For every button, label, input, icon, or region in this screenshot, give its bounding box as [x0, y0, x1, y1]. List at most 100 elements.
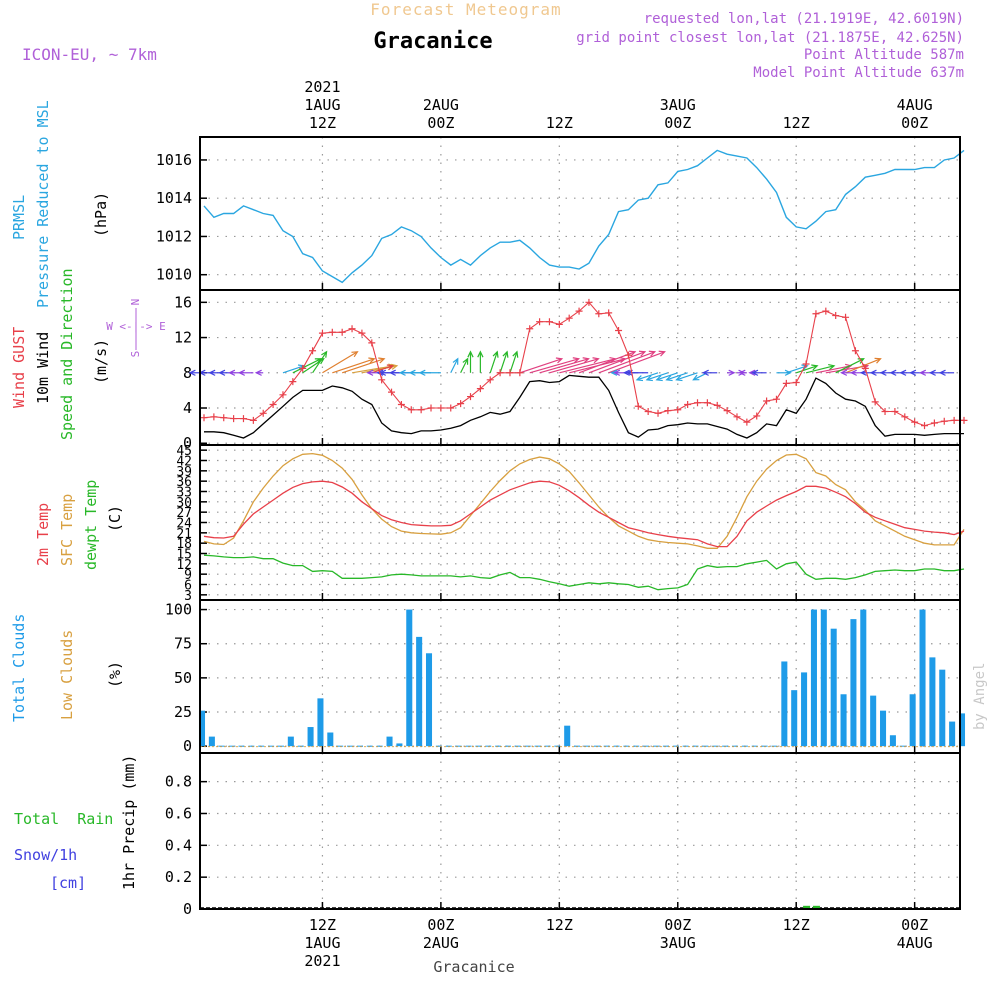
- wind-arrow-head: [477, 350, 484, 358]
- wind-arrow-head: [386, 364, 395, 371]
- wind-arrow-head: [938, 369, 946, 376]
- footer-location: Gracanice: [433, 958, 514, 976]
- wind-gust-marker: [950, 416, 958, 424]
- total-clouds-bar: [425, 653, 433, 747]
- total-clouds-bar: [939, 669, 946, 747]
- wind-gust-marker: [407, 406, 415, 414]
- wind-arrow-head: [874, 357, 882, 364]
- wind-gust-marker: [713, 401, 721, 409]
- clouds-label-total: Total Clouds: [10, 614, 28, 722]
- wind-arrow-head: [237, 369, 246, 376]
- wind-direction-arrow: [636, 372, 659, 381]
- wind-gust-marker: [230, 415, 238, 423]
- wind-gust-marker: [299, 364, 307, 372]
- wind-gust-marker: [309, 347, 317, 355]
- wind-direction-arrow: [835, 358, 864, 374]
- pressure-label-unit: (hPa): [92, 192, 110, 237]
- pressure-ytick-label: 1014: [156, 189, 192, 207]
- wind-gust-marker: [664, 407, 672, 415]
- wind-direction-arrow: [608, 351, 665, 374]
- wind-arrow-head: [658, 350, 666, 357]
- wind-direction-arrow: [815, 365, 852, 374]
- wind-arrow-head: [378, 357, 386, 364]
- temp-ytick-label: 45: [176, 444, 192, 459]
- wind-gust-marker: [516, 369, 524, 377]
- total-clouds-bar: [929, 657, 936, 747]
- wind-gust-marker: [881, 408, 889, 416]
- wind-gust-marker: [861, 364, 869, 372]
- wind-arrow-head: [899, 369, 907, 376]
- wind-gust-marker: [723, 407, 731, 415]
- wind-ytick-label: 12: [174, 329, 192, 347]
- temp-label-dewpt: dewpt Temp: [82, 480, 100, 570]
- bottom-time-label: 3AUG: [660, 934, 696, 952]
- wind-arrow-head: [635, 375, 644, 382]
- wind-y-ticks: 0 4 8 12 16: [174, 293, 207, 452]
- bottom-time-label: 2AUG: [423, 934, 459, 952]
- top-time-label: 12Z: [309, 114, 336, 132]
- wind-gust-marker: [457, 400, 465, 408]
- wind-grid: [200, 290, 960, 445]
- wind-gust-marker: [812, 310, 820, 318]
- wind-label-unit: (m/s): [92, 339, 110, 384]
- temp-ytick-label: 6: [184, 579, 192, 594]
- total-clouds-bar: [820, 609, 827, 747]
- wind-speed-line: [204, 374, 964, 439]
- top-time-label: 12Z: [546, 114, 573, 132]
- wind-arrow-head: [218, 369, 226, 376]
- bottom-time-label: 00Z: [664, 916, 691, 934]
- wind-gust-marker: [476, 385, 484, 393]
- total-clouds-bar: [396, 743, 403, 747]
- wind-gust-marker: [526, 325, 534, 333]
- wind-arrow-head: [638, 350, 647, 357]
- wind-gust-marker: [220, 414, 228, 422]
- requested-coords: requested lon,lat (21.1919E, 42.6019N): [644, 11, 964, 27]
- wind-gust-marker: [634, 402, 642, 410]
- wind-arrow-head: [462, 357, 469, 365]
- wind-gust-marker: [842, 313, 850, 321]
- top-time-label: 12Z: [783, 114, 810, 132]
- wind-gust-marker: [891, 408, 899, 416]
- wind-arrow-head: [502, 350, 509, 358]
- wind-arrow-head: [321, 350, 328, 358]
- top-time-label: 2021: [304, 78, 340, 96]
- wind-direction-arrow: [598, 351, 656, 374]
- wind-panel: 0 4 8 12 16: [174, 289, 968, 452]
- rain-bar: [803, 905, 811, 910]
- wind-arrow-head: [869, 369, 877, 376]
- wind-arrow-head: [828, 363, 836, 371]
- clouds-ytick-label: 75: [174, 635, 192, 653]
- wind-ytick-label: 0: [183, 434, 192, 452]
- wind-gust-marker: [832, 312, 840, 320]
- wind-series: [200, 298, 968, 439]
- wind-gust-marker: [753, 412, 761, 420]
- wind-gust-marker: [654, 409, 662, 417]
- precip-panel: 0 0.2 0.4 0.6 0.8: [165, 752, 961, 918]
- wind-gust-marker: [585, 298, 593, 306]
- wind-gust-marker: [496, 369, 504, 377]
- total-clouds-bar: [781, 661, 788, 747]
- temp-label-sfc: SFC Temp: [58, 494, 76, 566]
- clouds-label-unit: (%): [106, 661, 124, 688]
- wind-arrow-head: [390, 363, 399, 370]
- precip-label-rain: Total Rain: [14, 810, 113, 828]
- wind-direction-arrows: [188, 350, 955, 382]
- wind-gust-marker: [200, 414, 208, 422]
- wind-gust-marker: [239, 415, 247, 423]
- wind-direction-arrow: [292, 358, 322, 374]
- clouds-series: [198, 609, 966, 748]
- bottom-time-label: 12Z: [309, 916, 336, 934]
- wind-arrow-head: [613, 369, 621, 376]
- total-clouds-bar: [327, 732, 334, 747]
- location-title: Gracanice: [373, 29, 492, 54]
- temp-label-2m: 2m Temp: [34, 503, 52, 566]
- wind-arrow-head: [625, 369, 633, 376]
- bottom-time-label: 12Z: [546, 916, 573, 934]
- wind-direction-arrow: [549, 358, 599, 374]
- total-clouds-bar: [949, 721, 956, 747]
- total-clouds-bar: [564, 725, 571, 747]
- wind-gust-marker: [447, 404, 455, 412]
- wind-direction-arrow: [805, 365, 835, 374]
- wind-label-direction: Speed and Direction: [58, 268, 76, 440]
